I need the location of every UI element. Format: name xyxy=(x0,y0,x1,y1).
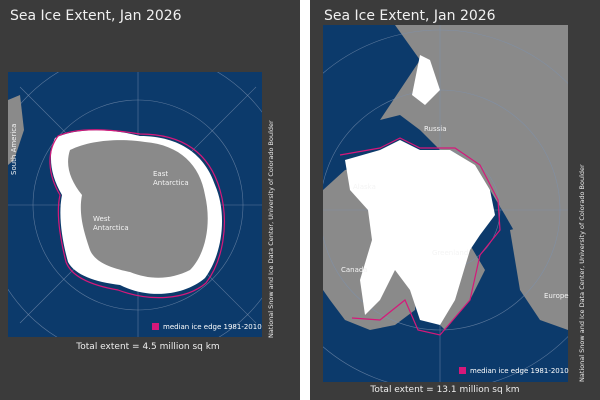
region-label: Russia xyxy=(424,125,447,133)
panel-title: Sea Ice Extent, Jan 2026 xyxy=(324,8,496,24)
legend-label: median ice edge 1981-2010 xyxy=(163,323,262,331)
region-label: Europe xyxy=(544,292,569,300)
arctic-map xyxy=(323,25,568,382)
total-extent: Total extent = 4.5 million sq km xyxy=(75,342,219,352)
legend-label: median ice edge 1981-2010 xyxy=(470,367,569,375)
region-label: South America xyxy=(10,124,18,175)
credit: National Snow and Ice Data Center, Unive… xyxy=(267,120,275,338)
antarctic-map xyxy=(8,72,262,337)
region-label: Greenland xyxy=(432,249,468,257)
region-label: Canada xyxy=(341,266,368,274)
panel-title: Sea Ice Extent, Jan 2026 xyxy=(10,8,182,24)
legend-swatch xyxy=(459,367,466,374)
region-label: Antarctica xyxy=(153,179,189,187)
region-label: West xyxy=(93,215,110,223)
region-label: East xyxy=(153,170,168,178)
region-label: Alaska xyxy=(353,183,376,191)
legend-swatch xyxy=(152,323,159,330)
credit: National Snow and Ice Data Center, Unive… xyxy=(578,164,586,382)
region-label: Antarctica xyxy=(93,224,129,232)
total-extent: Total extent = 13.1 million sq km xyxy=(369,385,519,395)
